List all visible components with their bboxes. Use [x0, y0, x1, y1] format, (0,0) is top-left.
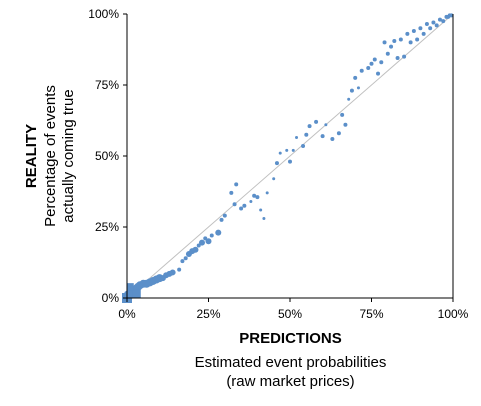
y-tick-labels: 0% 25% 50% 75% 100%	[88, 7, 119, 305]
data-point-78	[408, 40, 413, 45]
data-point-23	[192, 246, 199, 253]
data-point-86	[434, 23, 439, 28]
data-point-58	[340, 112, 345, 117]
data-point-92	[449, 13, 454, 18]
data-point-85	[431, 20, 436, 25]
data-point-57	[336, 131, 341, 136]
data-point-34	[234, 182, 239, 187]
data-point-84	[428, 26, 433, 31]
x-axis-subtitle-line-2: (raw market prices)	[226, 373, 355, 390]
data-points-layer	[122, 13, 454, 303]
data-point-46	[285, 148, 289, 152]
data-point-70	[382, 40, 387, 45]
x-tick-label-4: 100%	[438, 307, 469, 321]
data-point-39	[255, 195, 260, 200]
data-point-32	[229, 190, 234, 195]
data-point-65	[366, 65, 371, 70]
data-point-17	[169, 269, 176, 276]
y-axis-title: REALITY	[23, 124, 40, 188]
x-tick-label-1: 25%	[196, 307, 220, 321]
y-tick-label-0: 0%	[102, 291, 120, 305]
data-point-73	[392, 38, 397, 43]
data-point-54	[320, 134, 325, 139]
x-tick-label-0: 0%	[118, 307, 136, 321]
x-axis-title: PREDICTIONS	[239, 330, 342, 347]
data-point-36	[242, 203, 247, 208]
data-point-40	[259, 208, 263, 212]
data-point-28	[209, 233, 214, 238]
data-point-82	[421, 31, 426, 36]
data-point-19	[180, 259, 185, 264]
data-point-43	[272, 177, 276, 181]
x-tick-labels: 0% 25% 50% 75% 100%	[118, 307, 468, 321]
data-point-81	[418, 26, 423, 31]
data-point-51	[304, 132, 309, 137]
data-point-56	[330, 136, 335, 141]
data-point-38	[252, 193, 257, 198]
data-point-69	[379, 60, 384, 65]
x-tick-label-3: 75%	[359, 307, 383, 321]
data-point-72	[389, 44, 394, 49]
data-point-53	[314, 119, 319, 124]
data-point-29	[215, 229, 222, 236]
data-point-49	[295, 136, 299, 140]
axes-layer	[123, 13, 454, 302]
data-point-74	[395, 56, 400, 61]
data-point-61	[349, 88, 354, 93]
data-point-55	[324, 123, 328, 127]
y-axis-subtitle-line-2: actually coming true	[60, 89, 77, 222]
y-axis-subtitle-line-1: Percentage of events	[42, 85, 59, 227]
data-point-68	[376, 71, 381, 76]
data-point-59	[343, 122, 348, 127]
y-tick-label-1: 25%	[95, 220, 119, 234]
data-point-20	[183, 256, 188, 261]
data-point-33	[232, 202, 237, 207]
data-point-63	[356, 86, 360, 90]
data-point-48	[291, 148, 295, 152]
data-point-18	[177, 267, 182, 272]
data-point-88	[441, 19, 446, 24]
data-point-31	[222, 213, 227, 218]
data-point-77	[405, 31, 410, 36]
data-point-27	[205, 238, 212, 245]
data-point-35	[239, 206, 244, 211]
data-point-87	[437, 17, 442, 22]
data-point-47	[288, 159, 292, 164]
data-point-50	[301, 144, 306, 149]
origin-cluster-2	[126, 283, 134, 291]
data-point-60	[347, 97, 351, 101]
data-point-42	[265, 191, 269, 195]
data-point-80	[415, 37, 420, 42]
data-point-37	[249, 199, 253, 203]
data-point-75	[398, 37, 403, 42]
data-point-66	[369, 61, 374, 66]
origin-cluster-1	[132, 289, 141, 298]
data-point-76	[402, 54, 407, 59]
y-tick-label-2: 50%	[95, 149, 119, 163]
data-point-52	[307, 124, 312, 129]
x-axis-subtitle-line-1: Estimated event probabilities	[194, 354, 387, 371]
x-tick-label-2: 50%	[278, 307, 302, 321]
data-point-30	[219, 217, 224, 222]
y-tick-label-4: 100%	[88, 7, 119, 21]
reference-layer	[126, 13, 454, 299]
data-point-45	[278, 151, 282, 155]
y-tick-label-3: 75%	[95, 78, 119, 92]
data-point-41	[262, 216, 266, 220]
data-point-79	[411, 29, 416, 34]
data-point-67	[372, 57, 377, 62]
data-point-44	[274, 161, 279, 166]
data-point-83	[424, 21, 429, 26]
data-point-71	[385, 51, 390, 56]
data-point-25	[198, 239, 205, 246]
data-point-62	[353, 75, 358, 80]
data-point-64	[359, 68, 364, 73]
reference-line	[126, 13, 454, 299]
